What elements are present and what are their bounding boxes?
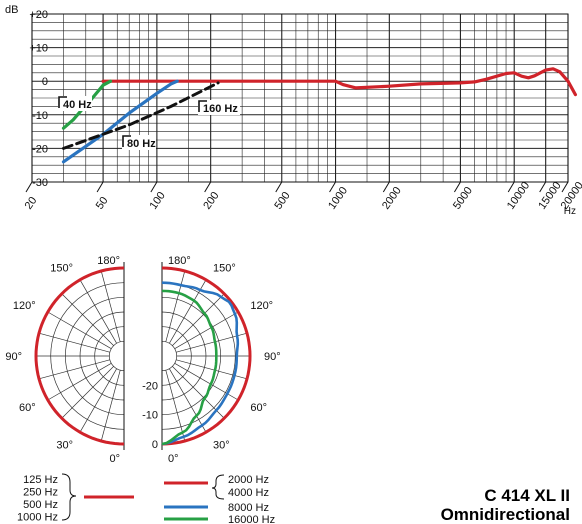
x-tick-label: 20 bbox=[23, 195, 40, 212]
legend-left-label: 250 Hz bbox=[23, 487, 58, 499]
polar-angle-label: 30° bbox=[56, 439, 73, 451]
polar-spoke bbox=[165, 270, 186, 342]
y-tick-label: -30 bbox=[32, 177, 48, 189]
polar-angle-label: 0° bbox=[109, 453, 120, 465]
polar-angle-label: 180° bbox=[168, 255, 191, 267]
polar-ring bbox=[161, 340, 177, 372]
polar-spoke bbox=[61, 366, 114, 419]
polar-angle-label: 0° bbox=[168, 453, 179, 465]
y-tick-label: -20 bbox=[32, 143, 48, 155]
polar-spoke bbox=[100, 270, 121, 342]
legend-right-label: 8000 Hz bbox=[228, 502, 269, 514]
series-blue-line bbox=[61, 79, 179, 164]
polar-spoke bbox=[38, 359, 110, 380]
polar-ring bbox=[109, 340, 125, 372]
legend-right-label: 16000 Hz bbox=[228, 514, 275, 524]
polar-gap bbox=[128, 254, 158, 458]
series-red-line bbox=[101, 67, 577, 97]
series-black-line bbox=[62, 81, 220, 150]
y-tick-label: 0 bbox=[42, 76, 48, 88]
x-tick-label: 500 bbox=[272, 190, 292, 212]
polar-spoke bbox=[165, 370, 186, 442]
filter-corner-mark bbox=[122, 135, 131, 147]
polar-right-blue-curve bbox=[161, 281, 240, 446]
legend-left-brace bbox=[61, 473, 77, 521]
x-tick-mark bbox=[329, 181, 336, 193]
polar-spoke bbox=[79, 368, 117, 433]
x-tick-label: 10000 bbox=[505, 180, 532, 212]
legend-right-label: 2000 Hz bbox=[228, 474, 269, 486]
x-tick-label: 100 bbox=[148, 190, 168, 212]
plot-frame bbox=[31, 13, 569, 183]
x-tick-mark bbox=[25, 181, 33, 193]
x-tick-mark bbox=[454, 181, 461, 193]
x-tick-mark bbox=[275, 181, 283, 193]
polar-spoke bbox=[47, 311, 112, 349]
model-block: C 414 XL II Omnidirectional bbox=[441, 486, 570, 524]
filter-corner-mark bbox=[58, 96, 67, 108]
polar-pattern-chart: 180° 180° 150° 150° 120° 120° 90° 90° 60° 60° 30° 3… bbox=[5, 254, 281, 465]
polar-spoke bbox=[176, 332, 248, 353]
polar-spoke bbox=[172, 293, 225, 346]
annotation-label: 80 Hz bbox=[127, 138, 156, 150]
y-tick-label: -10 bbox=[32, 110, 48, 122]
legend-right-brace bbox=[211, 474, 225, 500]
x-tick-label: 200 bbox=[201, 190, 221, 212]
polar-angle-label: 150° bbox=[50, 263, 73, 275]
filter-corner-mark bbox=[198, 100, 207, 112]
annotation-bg bbox=[122, 135, 156, 150]
polar-spoke bbox=[169, 368, 207, 433]
polar-left-red-curve bbox=[34, 266, 125, 446]
polar-radial-label: -10 bbox=[142, 410, 158, 422]
x-tick-label: 2000 bbox=[380, 185, 404, 212]
polar-spoke bbox=[100, 370, 121, 442]
x-tick-mark bbox=[382, 181, 390, 193]
x-tick-mark bbox=[561, 181, 569, 193]
legend-left-label: 125 Hz bbox=[23, 474, 58, 486]
x-tick-mark bbox=[539, 181, 547, 193]
x-tick-mark bbox=[507, 181, 515, 193]
annotation-label: 160 Hz bbox=[203, 103, 238, 115]
polar-angle-label: 60° bbox=[250, 402, 267, 414]
polar-radial-label: -20 bbox=[142, 380, 158, 392]
polar-angle-label: 90° bbox=[264, 351, 281, 363]
annotation-bg bbox=[198, 100, 240, 115]
polar-angle-label: 90° bbox=[5, 351, 22, 363]
model-pattern: Omnidirectional bbox=[440, 505, 570, 524]
legend-right-label: 4000 Hz bbox=[228, 487, 269, 499]
polar-spoke bbox=[79, 279, 117, 344]
polar-right-green-curve bbox=[161, 289, 218, 446]
y-tick-label: +20 bbox=[29, 9, 48, 21]
polar-angle-label: 180° bbox=[97, 255, 120, 267]
x-tick-label: 1000 bbox=[326, 185, 350, 212]
y-tick-label: +10 bbox=[29, 43, 48, 55]
x-axis-label: Hz bbox=[564, 206, 576, 217]
x-tick-label: 15000 bbox=[536, 180, 563, 212]
polar-angle-label: 30° bbox=[213, 439, 230, 451]
annotation-bg bbox=[58, 96, 92, 111]
polar-spoke bbox=[61, 293, 114, 346]
polar-right-red-curve bbox=[161, 266, 252, 446]
frequency-response-chart: +20 +10 0 -10 -20 -30 dB 20 50 100 200 500 1000 2000 5… bbox=[5, 4, 582, 217]
polar-spoke bbox=[47, 363, 112, 401]
x-tick-mark bbox=[96, 181, 104, 193]
polar-angle-label: 120° bbox=[250, 300, 273, 312]
polar-angle-label: 150° bbox=[213, 263, 236, 275]
annotation-label: 40 Hz bbox=[63, 99, 92, 111]
polar-angle-label: 120° bbox=[13, 300, 36, 312]
x-tick-mark bbox=[204, 181, 212, 193]
x-tick-label: 5000 bbox=[451, 185, 475, 212]
legend-left-label: 1000 Hz bbox=[17, 512, 58, 524]
polar-spoke bbox=[174, 311, 239, 349]
polar-radial-label: 0 bbox=[152, 439, 158, 451]
polar-spoke bbox=[38, 332, 110, 353]
legend-left-label: 500 Hz bbox=[23, 499, 58, 511]
y-axis-label: dB bbox=[5, 4, 18, 16]
x-tick-label: 50 bbox=[94, 195, 111, 212]
polar-angle-label: 60° bbox=[19, 402, 36, 414]
model-name: C 414 XL II bbox=[484, 486, 570, 505]
x-tick-mark bbox=[150, 181, 158, 193]
